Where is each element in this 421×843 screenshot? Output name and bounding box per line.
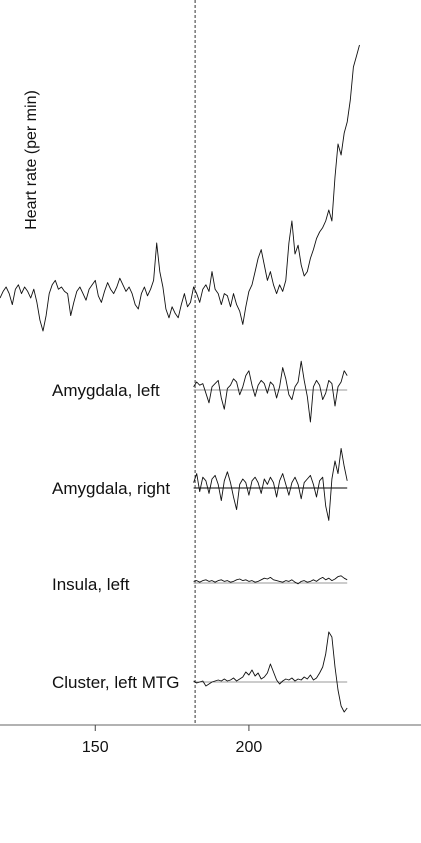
series-label-cluster-left-mtg: Cluster, left MTG [52,673,180,692]
series-amygdala-left: Amygdala, left [52,360,348,423]
series-label-insula-left: Insula, left [52,575,130,594]
series-heart-rate [0,44,360,332]
series-cluster-left-mtg: Cluster, left MTG [52,631,348,713]
line-amygdala-right [193,447,348,521]
x-tick-label-200: 200 [236,739,263,756]
series-insula-left: Insula, left [52,575,348,594]
series-amygdala-right: Amygdala, right [52,447,348,521]
series-label-amygdala-left: Amygdala, left [52,381,160,400]
line-heart-rate [0,44,360,332]
x-axis: 150 200 [0,724,421,756]
line-insula-left [193,575,348,585]
line-amygdala-left [193,360,348,423]
series-label-amygdala-right: Amygdala, right [52,479,170,498]
y-axis-label: Heart rate (per min) [23,90,40,230]
x-tick-label-150: 150 [82,739,109,756]
series-layer: Amygdala, left Amygdala, right Insula, lef… [0,44,360,713]
line-cluster-left-mtg [193,631,348,713]
